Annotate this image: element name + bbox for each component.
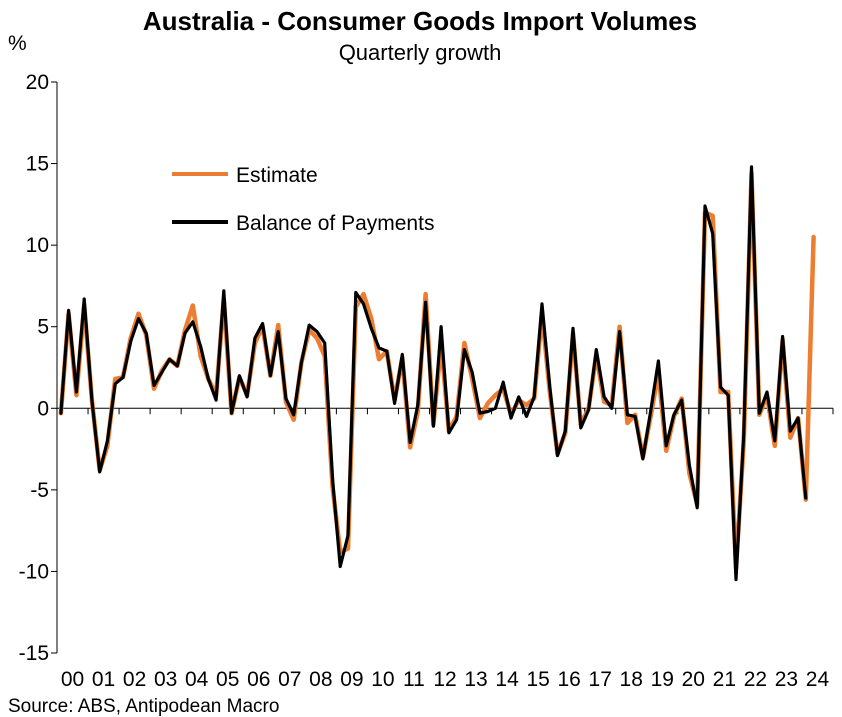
x-tick-label: 04 (185, 668, 209, 691)
x-tick-label: 00 (61, 668, 84, 691)
x-tick-label: 24 (806, 668, 830, 691)
x-tick-label: 06 (247, 668, 270, 691)
series-layer (58, 165, 816, 582)
x-tick-label: 07 (278, 668, 301, 691)
chart-subtitle: Quarterly growth (339, 40, 502, 65)
x-tick-label: 11 (403, 668, 425, 691)
x-tick-label: 14 (495, 668, 519, 691)
chart-title: Australia - Consumer Goods Import Volume… (143, 6, 697, 36)
x-tick-label: 03 (154, 668, 177, 691)
series-line-balance-of-payments (59, 165, 808, 582)
x-axis: 00 01 02 03 04 05 06 07 08 09 10 11 12 13 14 15 16 17 18 19… (56, 407, 834, 691)
x-tick-label: 17 (589, 668, 612, 691)
y-tick-label: -5 (30, 479, 49, 502)
legend: Estimate Balance of Payments (172, 164, 434, 235)
x-tick-label: 16 (557, 668, 580, 691)
x-tick-label: 20 (682, 668, 705, 691)
x-tick-label: 23 (775, 668, 798, 691)
y-tick-label: 15 (26, 153, 49, 176)
y-tick-label: 0 (37, 397, 49, 420)
y-tick-label: 5 (37, 316, 49, 339)
x-tick-label: 15 (526, 668, 549, 691)
y-tick-label: 20 (26, 71, 49, 94)
x-tick-label: 02 (123, 668, 146, 691)
y-tick-label: 10 (26, 234, 49, 257)
x-tick-label: 19 (651, 668, 674, 691)
legend-label-balance-of-payments: Balance of Payments (236, 212, 434, 235)
y-tick-label: -10 (19, 560, 49, 583)
x-tick-label: 21 (713, 668, 736, 691)
x-tick-label: 08 (309, 668, 332, 691)
x-tick-label: 09 (340, 668, 363, 691)
x-tick-label: 01 (92, 668, 115, 691)
source-note: Source: ABS, Antipodean Macro (8, 696, 279, 717)
y-tick-label: -15 (19, 642, 49, 665)
x-tick-label: 22 (744, 668, 767, 691)
x-tick-label: 05 (216, 668, 239, 691)
x-tick-label: 18 (620, 668, 643, 691)
y-axis: 20 15 10 5 0 -5 -10 -15 (19, 71, 58, 665)
x-tick-label: 13 (464, 668, 487, 691)
legend-label-estimate: Estimate (236, 164, 318, 187)
x-tick-label: 10 (371, 668, 394, 691)
x-tick-label: 12 (433, 668, 456, 691)
y-axis-unit-label: % (8, 32, 27, 55)
